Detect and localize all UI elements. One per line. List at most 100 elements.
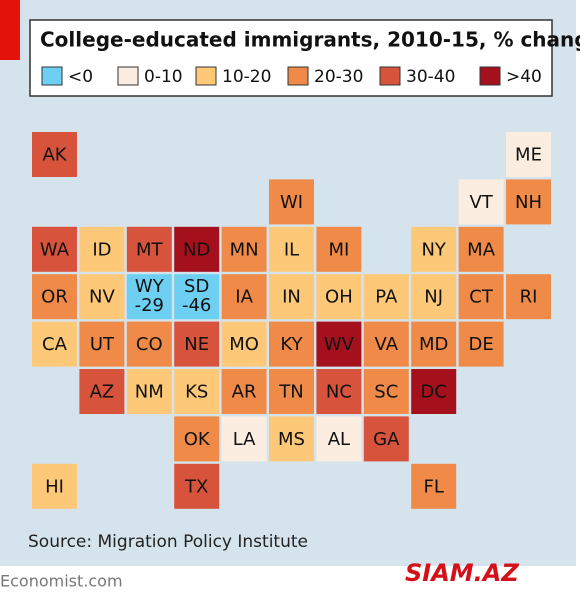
legend-label: >40 — [506, 67, 542, 87]
legend-label: 30-40 — [406, 67, 455, 87]
state-label: NV — [89, 287, 115, 308]
state-label: TX — [184, 476, 208, 497]
state-label: AK — [42, 145, 67, 166]
accent — [0, 0, 20, 60]
state-label: NC — [326, 382, 352, 403]
state-label: ME — [515, 145, 542, 166]
state-tile — [79, 321, 125, 367]
state-tile — [126, 274, 172, 320]
state-tile — [174, 226, 220, 272]
state-label: WV — [324, 334, 355, 355]
state-label: CT — [469, 287, 494, 308]
state-tile — [126, 369, 172, 414]
state-label: DE — [468, 334, 493, 355]
state-tile — [79, 274, 125, 320]
state-label: NY — [421, 239, 446, 260]
state-tile — [458, 274, 504, 320]
state-label: LA — [233, 429, 256, 450]
state-tile — [316, 274, 362, 320]
state-label: AZ — [90, 382, 115, 403]
state-tile — [32, 132, 77, 177]
state-label: ID — [92, 239, 111, 260]
state-label: NM — [135, 382, 164, 403]
state-label: NH — [515, 192, 542, 213]
state-label: WA — [40, 239, 70, 260]
state-tile — [363, 274, 409, 320]
state-tile — [316, 226, 362, 272]
legend-label: 10-20 — [222, 67, 271, 87]
state-tile — [174, 321, 220, 367]
state-tile — [411, 226, 457, 272]
state-label: OR — [41, 287, 68, 308]
state-tile — [411, 274, 457, 320]
state-tile — [269, 416, 314, 462]
state-label: ND — [183, 239, 210, 260]
state-label: PA — [375, 287, 398, 308]
state-tile — [126, 321, 172, 367]
state-tile — [363, 369, 409, 414]
state-label: CA — [42, 334, 68, 355]
state-tile — [269, 321, 314, 367]
state-label: UT — [90, 334, 115, 355]
state-tile — [221, 369, 267, 414]
state-tile — [174, 369, 220, 414]
state-label: VA — [375, 334, 399, 355]
state-tile — [269, 179, 314, 225]
state-tile — [32, 226, 77, 272]
state-tile — [506, 132, 551, 177]
source: Source: Migration Policy Institute — [28, 532, 308, 552]
state-tile — [363, 321, 409, 367]
legend-label: 20-30 — [314, 67, 363, 87]
state-label: WY — [135, 276, 165, 297]
state-label: FL — [424, 476, 444, 497]
state-tile — [458, 226, 504, 272]
state-tile — [363, 416, 409, 462]
state-label: KY — [280, 334, 303, 355]
state-tile — [221, 321, 267, 367]
state-label: NJ — [424, 287, 443, 308]
tile-map: AK ME WI VT NH WA ID MT ND MN IL MI NY MA OR NV WY-29 SD-… — [32, 132, 551, 509]
title: College-educated immigrants, 2010-15, % … — [40, 28, 580, 52]
state-label: IN — [282, 287, 301, 308]
state-value: -29 — [135, 295, 164, 316]
state-label: AR — [232, 382, 257, 403]
state-tile — [316, 369, 362, 414]
state-tile — [79, 369, 125, 414]
legend-swatch — [195, 66, 217, 86]
state-tile — [174, 274, 220, 320]
state-tile — [221, 416, 267, 462]
state-tile — [174, 416, 220, 462]
state-label: CO — [136, 334, 163, 355]
state-tile — [221, 274, 267, 320]
state-label: VT — [469, 192, 493, 213]
state-label: MO — [229, 334, 259, 355]
footer: Economist.com — [0, 572, 123, 591]
state-tile — [32, 321, 77, 367]
legend-swatch — [117, 66, 139, 86]
state-label: TN — [278, 382, 303, 403]
legend-swatch — [287, 66, 309, 86]
state-label: HI — [45, 476, 64, 497]
state-tile — [506, 179, 551, 225]
state-tile — [269, 226, 314, 272]
state-label: MA — [467, 239, 496, 260]
watermark: SIAM.AZ — [405, 559, 519, 587]
legend-swatch — [479, 66, 501, 86]
state-tile — [269, 369, 314, 414]
state-tile — [458, 321, 504, 367]
state-tile — [126, 226, 172, 272]
state-label: NE — [184, 334, 209, 355]
state-tile — [174, 463, 220, 509]
state-label: MT — [136, 239, 164, 260]
state-label: SC — [374, 382, 398, 403]
state-label: KS — [185, 382, 208, 403]
state-label: MS — [278, 429, 305, 450]
state-label: OK — [184, 429, 211, 450]
legend-label: <0 — [68, 67, 93, 87]
state-tile — [221, 226, 267, 272]
state-label: DC — [420, 382, 446, 403]
state-tile — [411, 369, 457, 414]
state-label: OH — [325, 287, 353, 308]
state-label: MD — [419, 334, 448, 355]
